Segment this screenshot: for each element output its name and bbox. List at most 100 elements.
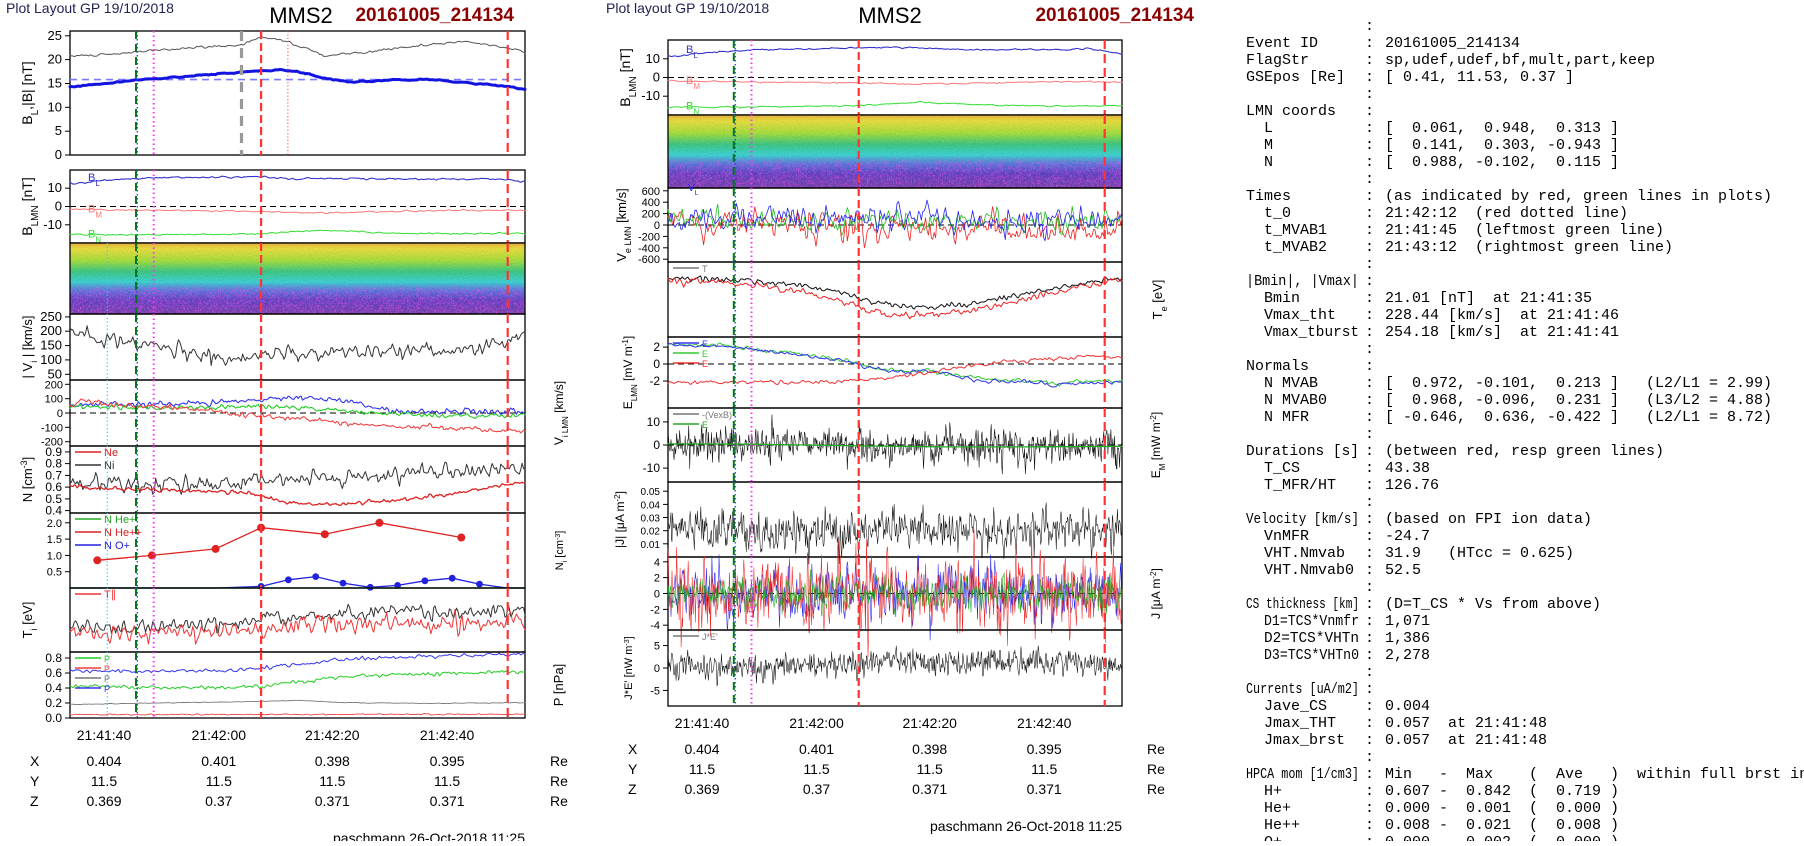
svg-text:He+: He+ (1264, 800, 1291, 817)
svg-text:Plot layout GP 19/10/2018: Plot layout GP 19/10/2018 (606, 0, 769, 16)
svg-text:400: 400 (642, 197, 660, 209)
svg-text:11.5: 11.5 (319, 773, 345, 789)
svg-text:0.404: 0.404 (684, 741, 719, 757)
svg-text:2: 2 (654, 573, 660, 585)
svg-text:600: 600 (642, 186, 660, 198)
svg-text:0.371: 0.371 (315, 793, 350, 809)
svg-text:21:41:40: 21:41:40 (77, 727, 132, 743)
svg-text:[ -0.646, 0.636, -0.422 ] (: [ -0.646, 0.636, -0.422 ] (L2/L1 = 8.72) (1385, 409, 1772, 426)
svg-text:25: 25 (48, 28, 62, 43)
svg-text:200: 200 (45, 379, 63, 391)
svg-text:N O+: N O+ (104, 540, 130, 552)
svg-text:2.0: 2.0 (47, 518, 62, 530)
svg-text:10: 10 (646, 51, 660, 66)
svg-text:15: 15 (48, 76, 62, 91)
svg-text::: : (1365, 154, 1374, 171)
svg-text:He++: He++ (1264, 817, 1300, 834)
svg-text:Re: Re (550, 753, 568, 769)
svg-text::: : (1365, 137, 1374, 154)
svg-text:N MVAB0: N MVAB0 (1264, 392, 1327, 409)
svg-text:FlagStr: FlagStr (1246, 52, 1309, 69)
svg-text:5: 5 (654, 641, 660, 653)
svg-text:J*E': J*E' (702, 632, 718, 642)
svg-text:-2: -2 (649, 374, 660, 388)
svg-text:P: P (104, 674, 110, 684)
svg-text:CS thickness [km]: CS thickness [km] (1246, 596, 1359, 613)
svg-text:t_0: t_0 (1264, 205, 1291, 222)
svg-text:10: 10 (48, 99, 62, 114)
svg-text:0.057 at 21:41:48: 0.057 at 21:41:48 (1385, 715, 1547, 732)
svg-text:T∥: T∥ (104, 589, 116, 601)
svg-text::: : (1365, 171, 1374, 188)
svg-text:0.02: 0.02 (641, 527, 661, 538)
svg-text:(as indicated by red, green li: (as indicated by red, green lines in plo… (1385, 188, 1772, 205)
svg-text:2: 2 (653, 340, 660, 354)
svg-text:-(VexB): -(VexB) (702, 410, 732, 420)
svg-text:100: 100 (45, 394, 63, 406)
svg-text::: : (1365, 800, 1374, 817)
svg-text:0.05: 0.05 (641, 487, 661, 498)
svg-text:0.03: 0.03 (641, 514, 661, 525)
svg-text:P: P (104, 664, 110, 674)
svg-text:Re: Re (1147, 781, 1165, 797)
svg-text::: : (1365, 205, 1374, 222)
svg-text:21:42:20: 21:42:20 (902, 715, 957, 731)
svg-text:52.5: 52.5 (1385, 562, 1421, 579)
svg-text:VHT.Nmvab: VHT.Nmvab (1264, 545, 1345, 562)
svg-text::: : (1365, 749, 1374, 766)
svg-text:E: E (702, 359, 708, 369)
svg-text:0.395: 0.395 (1027, 741, 1062, 757)
svg-text::: : (1365, 52, 1374, 69)
svg-text:0.607 - 0.842 ( 0.719 ): 0.607 - 0.842 ( 0.719 ) (1385, 783, 1619, 800)
svg-text:[ 0.988, -0.102, 0.115 ]: [ 0.988, -0.102, 0.115 ] (1385, 154, 1619, 171)
svg-text:21:42:40: 21:42:40 (1017, 715, 1072, 731)
svg-text:200: 200 (40, 323, 62, 338)
svg-text:HPCA mom [1/cm3]: HPCA mom [1/cm3] (1246, 766, 1359, 783)
svg-text::: : (1365, 579, 1374, 596)
svg-text::: : (1365, 698, 1374, 715)
svg-text:N: N (1264, 154, 1273, 171)
svg-text:Re: Re (1147, 741, 1165, 757)
svg-text:X: X (30, 753, 40, 769)
svg-text::: : (1365, 715, 1374, 732)
svg-text:21:42:12 (red dotted line): 21:42:12 (red dotted line) (1385, 205, 1628, 222)
svg-text:Ni: Ni (104, 460, 114, 472)
svg-text:GSEpos [Re]: GSEpos [Re] (1246, 69, 1345, 86)
svg-text::: : (1365, 409, 1374, 426)
svg-text:[ 0.061, 0.948, 0.313 ]: [ 0.061, 0.948, 0.313 ] (1385, 120, 1619, 137)
svg-text:T: T (702, 264, 708, 274)
svg-text:21:43:12 (rightmost green lin: 21:43:12 (rightmost green line) (1385, 239, 1673, 256)
svg-text:(between red, resp green lines: (between red, resp green lines) (1385, 443, 1664, 460)
svg-text:(D=T_CS * Vs from above): (D=T_CS * Vs from above) (1385, 596, 1601, 613)
svg-text:-100: -100 (41, 422, 63, 434)
svg-text:0.0: 0.0 (45, 711, 62, 725)
svg-text:D2=TCS*VHTn: D2=TCS*VHTn (1264, 630, 1359, 647)
svg-text:Min - Max ( Ave ) wi: Min - Max ( Ave ) within full brst int (1385, 766, 1804, 783)
svg-text:21:42:20: 21:42:20 (305, 727, 360, 743)
svg-text:t_MVAB1: t_MVAB1 (1264, 222, 1327, 239)
svg-text:11.5: 11.5 (689, 761, 715, 777)
svg-text:D3=TCS*VHTn0: D3=TCS*VHTn0 (1264, 647, 1359, 664)
svg-text:E: E (702, 339, 708, 349)
svg-text:Y: Y (628, 761, 638, 777)
svg-text:Jmax_THT: Jmax_THT (1264, 715, 1336, 732)
svg-text:Re: Re (550, 793, 568, 809)
svg-text:0: 0 (653, 357, 660, 371)
svg-text:126.76: 126.76 (1385, 477, 1439, 494)
svg-text:Re: Re (1147, 761, 1165, 777)
svg-text:31.9 (HTcc = 0.625): 31.9 (HTcc = 0.625) (1385, 545, 1574, 562)
svg-text:-24.7: -24.7 (1385, 528, 1430, 545)
svg-text::: : (1365, 69, 1374, 86)
svg-text::: : (1365, 545, 1374, 562)
svg-text:228.44 [km/s] at 21:41:46: 228.44 [km/s] at 21:41:46 (1385, 307, 1619, 324)
svg-text:D1=TCS*Vnmfr: D1=TCS*Vnmfr (1264, 613, 1359, 630)
svg-text:0.6: 0.6 (45, 666, 62, 680)
svg-text:4: 4 (654, 557, 660, 569)
svg-text::: : (1365, 341, 1374, 358)
svg-text:11.5: 11.5 (206, 773, 232, 789)
svg-text:T_CS: T_CS (1264, 460, 1300, 477)
svg-text:0.371: 0.371 (1027, 781, 1062, 797)
svg-text:T_MFR/HT: T_MFR/HT (1264, 477, 1336, 494)
svg-text:0.398: 0.398 (912, 741, 947, 757)
svg-text::: : (1365, 834, 1374, 841)
